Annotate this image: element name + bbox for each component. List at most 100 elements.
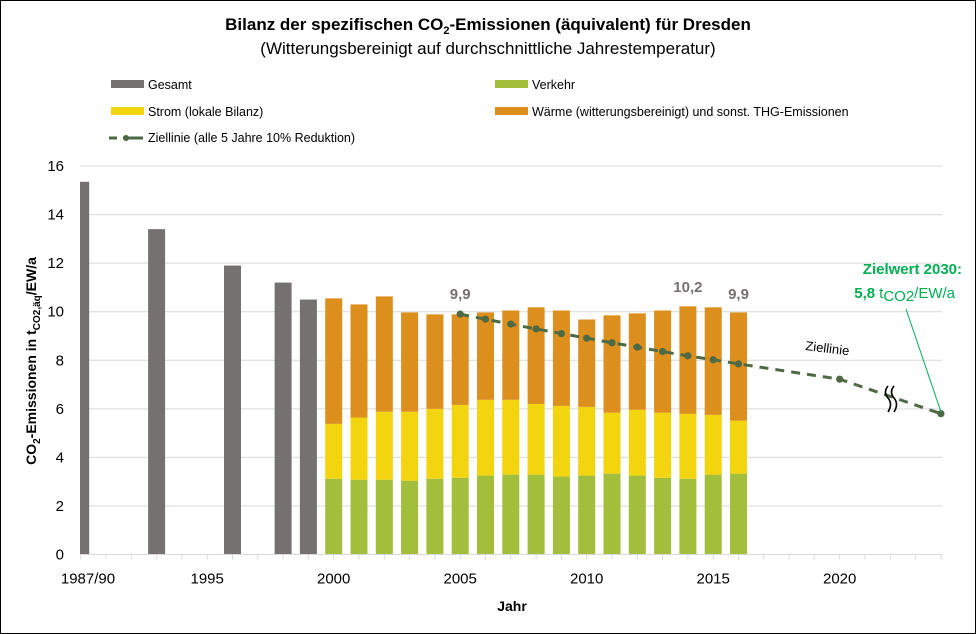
bar-verkehr-2008 bbox=[527, 474, 545, 555]
bar-verkehr-2006 bbox=[477, 475, 494, 555]
bars bbox=[80, 181, 747, 555]
bar-verkehr-2016 bbox=[730, 473, 747, 555]
bar-waerme-2014 bbox=[679, 306, 697, 414]
bar-strom-2014 bbox=[679, 413, 697, 479]
bar-strom-2000 bbox=[325, 423, 343, 479]
y-tick-label-8: 8 bbox=[56, 352, 64, 369]
goal-value: 5,8 tCO2/EW/a bbox=[854, 285, 955, 305]
x-axis: 1987/90 1995 2000 2005 2010 2015 2020 bbox=[61, 554, 942, 588]
y-tick-label-6: 6 bbox=[56, 401, 64, 418]
y-tick-label-4: 4 bbox=[56, 449, 64, 466]
ziellinie-point-2009 bbox=[557, 329, 566, 338]
bar-waerme-2012 bbox=[628, 313, 646, 410]
ziellinie-point-2006 bbox=[481, 315, 490, 323]
bar-verkehr-2014 bbox=[679, 478, 697, 555]
legend-item-ziellinie: Ziellinie (alle 5 Jahre 10% Reduktion) bbox=[109, 131, 355, 145]
data-label-2014: 10,2 bbox=[673, 279, 702, 296]
bar-strom-2004 bbox=[426, 408, 444, 479]
bar-strom-2011 bbox=[603, 412, 621, 474]
bar-verkehr-2012 bbox=[628, 475, 646, 555]
data-labels: 9,9 10,2 9,9 bbox=[450, 279, 749, 303]
bar-verkehr-2011 bbox=[603, 473, 621, 555]
ziellinie-point-2005 bbox=[456, 310, 464, 318]
bar-gesamt-1996 bbox=[224, 265, 241, 555]
bar-verkehr-2004 bbox=[426, 478, 444, 555]
bar-gesamt-1998 bbox=[274, 282, 292, 555]
bar-verkehr-2002 bbox=[375, 479, 393, 555]
bar-strom-2006 bbox=[477, 399, 494, 476]
bar-strom-2005 bbox=[451, 404, 469, 478]
y-axis-ticks: 0 2 4 6 8 10 12 14 16 bbox=[47, 158, 64, 563]
x-tick-label-2015: 2015 bbox=[697, 571, 730, 588]
x-tick-label-2020: 2020 bbox=[823, 571, 856, 588]
bar-waerme-2011 bbox=[603, 315, 621, 413]
y-tick-label-2: 2 bbox=[56, 498, 64, 515]
bar-verkehr-2007 bbox=[502, 474, 520, 555]
bar-waerme-2006 bbox=[477, 312, 494, 400]
bar-strom-2007 bbox=[502, 399, 520, 475]
ziellinie-line bbox=[459, 312, 942, 416]
bar-waerme-2005 bbox=[451, 314, 469, 405]
bar-gesamt-1993 bbox=[148, 229, 166, 555]
bar-verkehr-2003 bbox=[401, 480, 419, 555]
legend-swatch-gesamt bbox=[111, 80, 144, 88]
ziellinie-series bbox=[456, 310, 945, 418]
legend-label-strom: Strom (lokale Bilanz) bbox=[148, 105, 263, 119]
y-tick-label-16: 16 bbox=[47, 158, 64, 175]
bar-waerme-2004 bbox=[426, 314, 444, 409]
bar-strom-2001 bbox=[350, 417, 368, 480]
legend-item-verkehr: Verkehr bbox=[495, 78, 575, 92]
bar-verkehr-2005 bbox=[451, 477, 469, 555]
bar-waerme-2010 bbox=[578, 319, 596, 407]
bar-waerme-2001 bbox=[350, 304, 368, 418]
legend: Gesamt Verkehr Strom (lokale Bilanz) Wär… bbox=[109, 78, 849, 145]
legend-item-strom: Strom (lokale Bilanz) bbox=[111, 105, 263, 119]
ziellinie-point-2011 bbox=[608, 339, 616, 347]
x-axis-title: Jahr bbox=[497, 598, 527, 614]
y-tick-label-0: 0 bbox=[56, 547, 64, 564]
ziellinie-point-2015 bbox=[709, 356, 717, 364]
goal-title: Zielwert 2030: bbox=[863, 261, 962, 278]
ziellinie-point-2016 bbox=[734, 360, 743, 368]
data-label-2016: 9,9 bbox=[728, 286, 749, 303]
legend-item-gesamt: Gesamt bbox=[111, 78, 192, 92]
ziellinie-point-2008 bbox=[532, 325, 540, 333]
x-tick-label-1987/90: 1987/90 bbox=[61, 571, 115, 588]
y-tick-label-14: 14 bbox=[47, 207, 64, 224]
legend-item-waerme: Wärme (witterungsbereinigt) und sonst. T… bbox=[495, 105, 849, 119]
ziellinie-point-2007 bbox=[507, 320, 515, 328]
bar-waerme-2003 bbox=[401, 312, 419, 412]
bar-waerme-2002 bbox=[375, 296, 393, 412]
legend-label-waerme: Wärme (witterungsbereinigt) und sonst. T… bbox=[532, 105, 849, 119]
bar-strom-2015 bbox=[704, 414, 722, 475]
legend-label-verkehr: Verkehr bbox=[532, 78, 575, 92]
data-label-2005: 9,9 bbox=[450, 286, 471, 303]
break-mark-2 bbox=[890, 385, 898, 413]
x-tick-label-1995: 1995 bbox=[191, 571, 224, 588]
bar-gesamt-1987/90 bbox=[80, 181, 90, 555]
chart-subtitle: (Witterungsbereinigt auf durchschnittlic… bbox=[260, 39, 715, 58]
goal-leader-line bbox=[905, 308, 942, 413]
legend-swatch-verkehr bbox=[495, 80, 528, 88]
legend-marker-ziellinie bbox=[123, 135, 129, 141]
bar-waerme-2000 bbox=[325, 298, 343, 424]
bar-strom-2016 bbox=[730, 420, 747, 474]
break-mark-1 bbox=[884, 385, 892, 413]
x-tick-label-2010: 2010 bbox=[570, 571, 603, 588]
bar-waerme-2007 bbox=[502, 310, 520, 400]
x-tick-label-2005: 2005 bbox=[444, 571, 477, 588]
bar-verkehr-2015 bbox=[704, 474, 722, 555]
legend-swatch-strom bbox=[111, 107, 144, 115]
bar-gesamt-1999 bbox=[299, 299, 317, 555]
y-axis-title: CO2-Emissionen in tCO2,äq/EW/a bbox=[23, 257, 43, 465]
bar-waerme-2013 bbox=[654, 310, 672, 413]
y-tick-label-12: 12 bbox=[47, 255, 64, 272]
axis-break-symbol bbox=[884, 385, 898, 413]
bar-strom-2012 bbox=[628, 409, 646, 476]
ziellinie-point-2012 bbox=[633, 343, 641, 351]
y-tick-label-10: 10 bbox=[47, 304, 64, 321]
legend-label-ziellinie: Ziellinie (alle 5 Jahre 10% Reduktion) bbox=[148, 131, 355, 145]
bar-verkehr-2010 bbox=[578, 475, 596, 555]
legend-swatch-waerme bbox=[495, 107, 528, 115]
